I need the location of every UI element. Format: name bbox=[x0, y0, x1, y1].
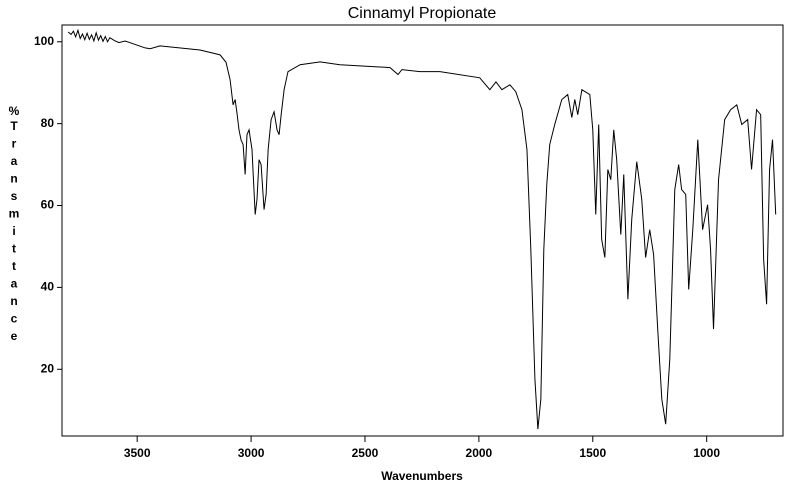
chart-title: Cinnamyl Propionate bbox=[348, 5, 497, 22]
plot-frame bbox=[61, 24, 784, 437]
y-tick-label: 100 bbox=[34, 34, 54, 48]
x-tick-label: 2000 bbox=[466, 446, 493, 460]
x-tick-label: 3500 bbox=[124, 446, 151, 460]
y-tick-label: 20 bbox=[41, 361, 55, 375]
y-tick-label: 60 bbox=[41, 198, 55, 212]
spectrum-line bbox=[67, 28, 777, 430]
x-tick-label: 1500 bbox=[579, 446, 606, 460]
x-tick-label: 2500 bbox=[352, 446, 379, 460]
x-tick-label: 3000 bbox=[238, 446, 265, 460]
y-tick-label: 40 bbox=[41, 280, 55, 294]
x-tick-label: 1000 bbox=[693, 446, 720, 460]
x-axis-label: Wavenumbers bbox=[381, 469, 463, 483]
y-tick-label: 80 bbox=[41, 116, 55, 130]
